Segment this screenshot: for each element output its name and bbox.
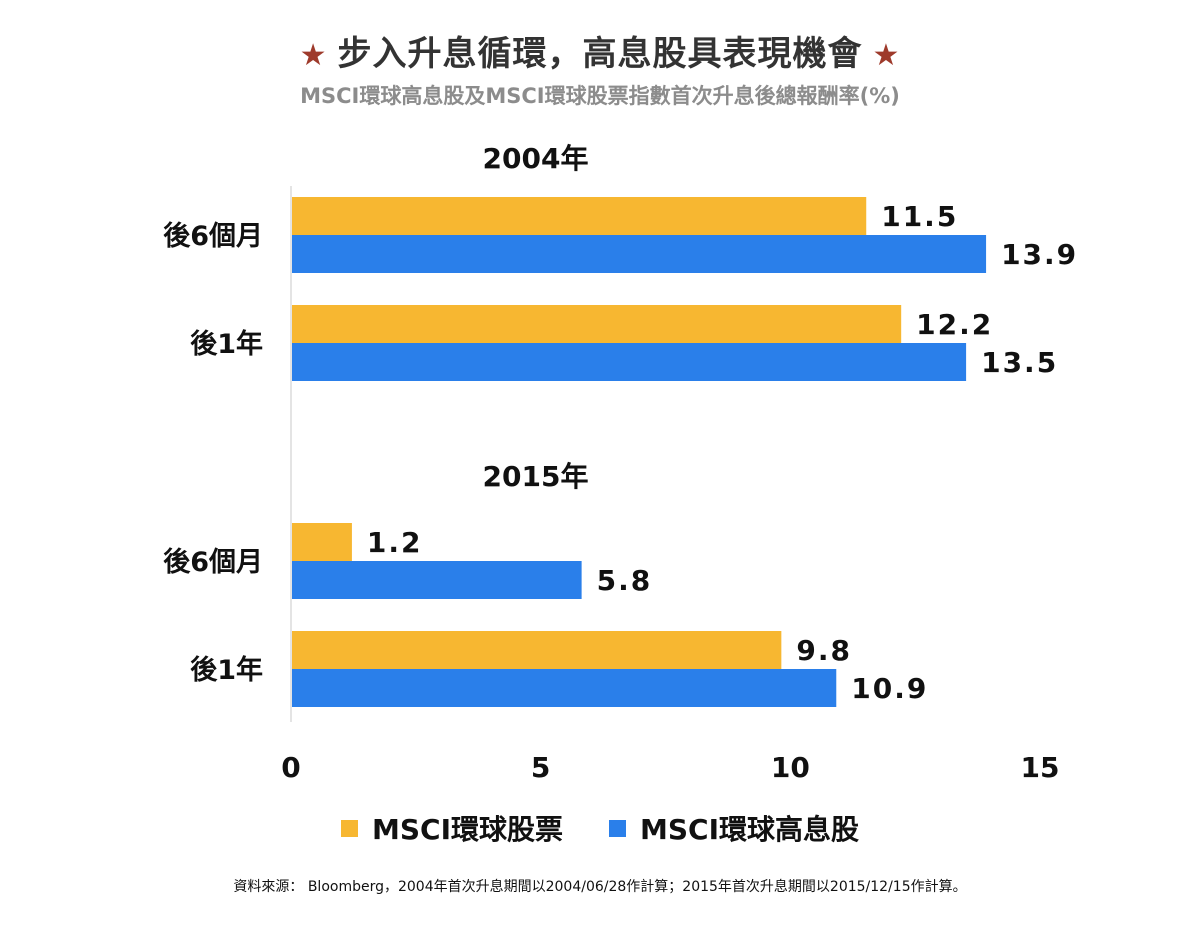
chart-title-row: ★ 步入升息循環，高息股具表現機會 ★ [0,26,1200,75]
legend-label-high-dividend: MSCI環球高息股 [640,813,859,846]
star-right-icon: ★ [872,38,901,73]
bar-stocks [292,305,902,343]
chart-title: 步入升息循環，高息股具表現機會 [337,34,863,74]
data-label-high-dividend: 10.9 [851,672,928,705]
x-tick-label: 0 [281,751,300,784]
data-label-stocks: 11.5 [881,200,958,233]
bar-high-dividend [292,561,582,599]
data-label-high-dividend: 5.8 [597,564,653,597]
legend-label-stocks: MSCI環球股票 [372,813,563,846]
x-tick-label: 15 [1021,751,1060,784]
bar-high-dividend [292,235,987,273]
legend: MSCI環球股票 MSCI環球高息股 [0,808,1200,848]
category-label: 後1年 [190,654,263,686]
data-label-high-dividend: 13.9 [1001,238,1078,271]
legend-item-stocks: MSCI環球股票 [341,808,563,848]
legend-item-high-dividend: MSCI環球高息股 [609,808,859,848]
x-tick-label: 5 [531,751,550,784]
bar-high-dividend [292,343,967,381]
group-title: 2015年 [483,460,589,493]
x-tick-label: 10 [771,751,810,784]
star-left-icon: ★ [299,38,328,73]
data-label-stocks: 1.2 [367,526,423,559]
data-label-stocks: 9.8 [796,634,852,667]
legend-swatch-high-dividend [609,819,626,837]
bar-stocks [292,197,867,235]
data-label-stocks: 12.2 [916,308,993,341]
chart-subtitle: MSCI環球高息股及MSCI環球股票指數首次升息後總報酬率(%) [300,84,900,108]
data-label-high-dividend: 13.5 [981,346,1058,379]
bar-stocks [292,631,782,669]
category-label: 後6個月 [163,221,263,252]
bar-high-dividend [292,669,837,707]
legend-swatch-stocks [341,819,358,837]
category-label: 後6個月 [163,547,263,578]
bar-chart: 2004年後6個月11.513.9後1年12.213.52015年後6個月1.2… [163,142,1078,784]
bar-stocks [292,523,352,561]
group-title: 2004年 [483,142,589,175]
category-label: 後1年 [190,328,263,360]
source-note: 資料來源： Bloomberg，2004年首次升息期間以2004/06/28作計… [233,879,967,895]
